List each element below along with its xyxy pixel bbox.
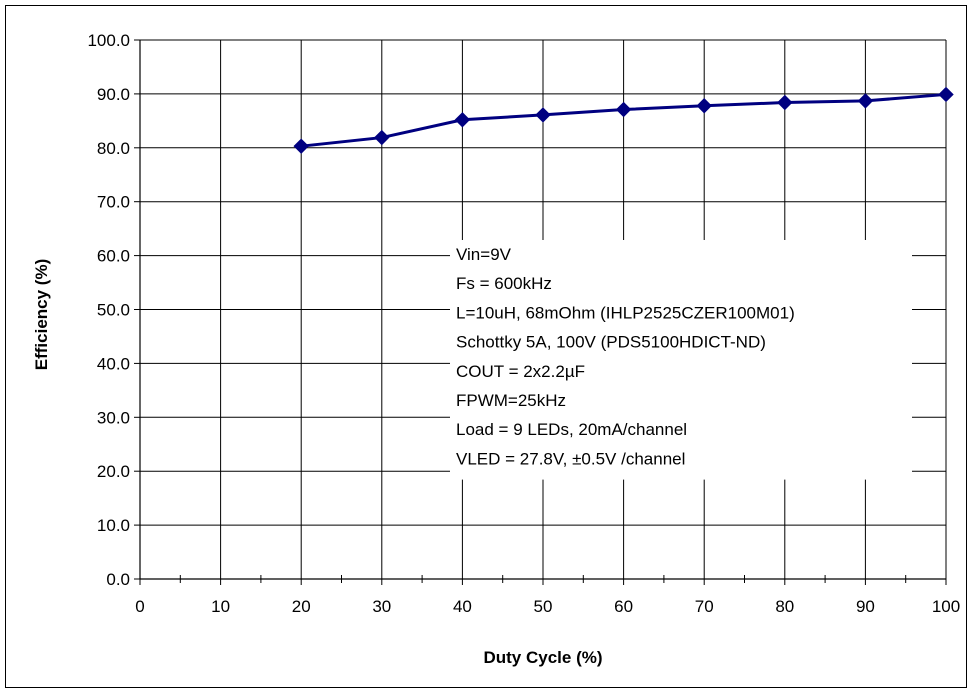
y-axis-title: Efficiency (%): [32, 259, 51, 370]
x-tick-label: 100: [932, 597, 960, 616]
y-tick-label: 80.0: [97, 139, 130, 158]
x-tick-label: 60: [614, 597, 633, 616]
annotation-box: [450, 240, 912, 480]
annotation-line: Load = 9 LEDs, 20mA/channel: [456, 420, 687, 439]
axes: [134, 39, 947, 585]
series: [293, 86, 954, 154]
data-point-marker: [696, 98, 712, 114]
x-tick-label: 90: [856, 597, 875, 616]
x-tick-label: 70: [695, 597, 714, 616]
data-point-marker: [293, 138, 309, 154]
x-tick-label: 30: [372, 597, 391, 616]
x-tick-label: 20: [292, 597, 311, 616]
annotation-text: Vin=9V Fs = 600kHz L=10uH, 68mOhm (IHLP252…: [456, 245, 795, 468]
y-tick-label: 0.0: [106, 570, 130, 589]
data-point-marker: [938, 86, 954, 103]
x-tick-label: 50: [534, 597, 553, 616]
y-tick-label: 20.0: [97, 462, 130, 481]
annotation-line: Fs = 600kHz: [456, 274, 552, 293]
y-tick-label: 40.0: [97, 354, 130, 373]
data-point-marker: [777, 94, 793, 111]
data-point-marker: [615, 101, 632, 118]
y-tick-label: 10.0: [97, 516, 130, 535]
y-tick-label: 60.0: [97, 247, 130, 266]
x-axis-title: Duty Cycle (%): [483, 648, 602, 667]
annotation-line: VLED = 27.8V, ±0.5V /channel: [456, 449, 685, 468]
annotation-line: L=10uH, 68mOhm (IHLP2525CZER100M01): [456, 303, 795, 322]
y-tick-label: 30.0: [97, 408, 130, 427]
x-tick-label: 40: [453, 597, 472, 616]
annotation-line: FPWM=25kHz: [456, 391, 566, 410]
data-point-marker: [374, 129, 390, 146]
x-tick-label: 10: [211, 597, 230, 616]
y-tick-label: 100.0: [87, 31, 130, 50]
x-tick-label: 80: [775, 597, 794, 616]
annotation-line: Vin=9V: [456, 245, 512, 264]
data-point-marker: [454, 112, 471, 128]
data-point-marker: [535, 107, 551, 123]
data-point-marker: [857, 93, 874, 109]
annotation-line: Schottky 5A, 100V (PDS5100HDICT-ND): [456, 333, 766, 352]
tick-labels: 0.0 10.0 20.0 30.0 40.0 50.0 60.0 70.0 80.0 90.0 1…: [87, 31, 960, 616]
y-tick-label: 90.0: [97, 85, 130, 104]
annotation-line: COUT = 2x2.2µF: [456, 362, 585, 381]
y-tick-label: 50.0: [97, 301, 130, 320]
x-tick-label: 0: [135, 597, 144, 616]
y-tick-label: 70.0: [97, 193, 130, 212]
